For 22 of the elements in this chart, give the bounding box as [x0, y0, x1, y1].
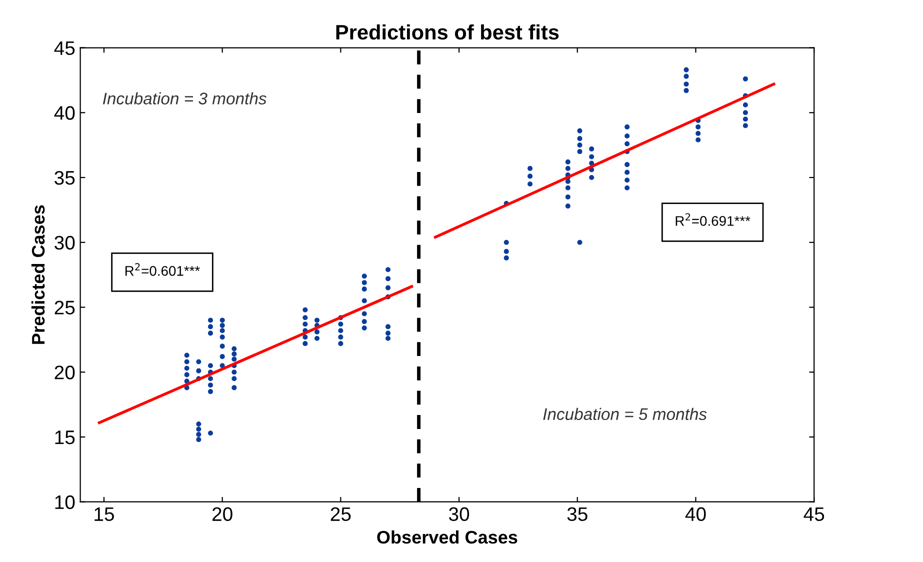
- annotation: R$^{2}$=0.691***: [676, 213, 750, 226]
- annotation: R$^{2}$=0.601***: [125, 263, 200, 276]
- y-tick-label: 45: [54, 41, 75, 56]
- x-tick-label: 25: [330, 507, 351, 522]
- x-tick-label: 40: [685, 507, 706, 522]
- y-tick-label: 30: [54, 236, 75, 250]
- x-tick-label: 20: [212, 507, 232, 522]
- y-tick-label: 35: [54, 170, 75, 185]
- x-tick-label: 15: [94, 507, 114, 522]
- annotation: Incubation = 5 months: [543, 408, 707, 420]
- y-tick-label: 20: [54, 366, 75, 380]
- y-tick-label: 40: [54, 106, 75, 120]
- x-tick-label: 45: [804, 507, 824, 522]
- y-tick-label: 15: [55, 430, 75, 444]
- x-tick-label: 35: [567, 507, 588, 522]
- y-tick-label: 10: [55, 495, 75, 510]
- x-axis-title: Observed Cases: [377, 530, 518, 544]
- annotation: Incubation = 3 months: [102, 92, 266, 104]
- y-tick-label: 25: [54, 300, 75, 314]
- chart-title: Predictions of best fits: [336, 24, 559, 40]
- x-tick-label: 30: [448, 507, 470, 522]
- y-axis-title: Predicted Cases: [31, 205, 45, 344]
